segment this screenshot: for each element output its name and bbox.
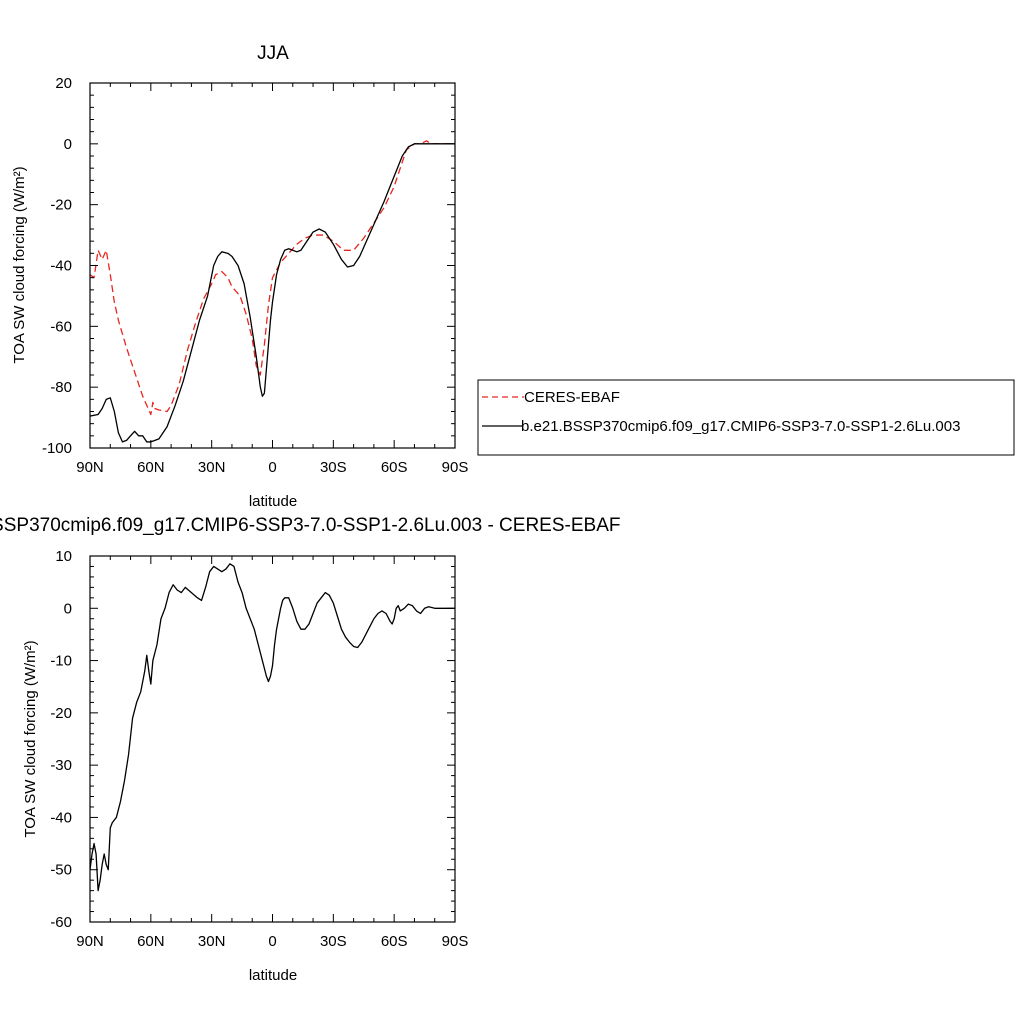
bottom-y-axis: 10 0 -10 -20 -30 -40 -50 -60	[50, 548, 455, 931]
x-tick-label: 0	[268, 459, 276, 476]
y-tick-label: 0	[64, 600, 72, 617]
top-panel: JJA 90N 60N 30N 0 30S 60S 90S 20 0 -20 -40 -60 -80 -…	[11, 43, 1015, 510]
x-tick-label: 30N	[198, 933, 226, 950]
x-tick-label: 90S	[442, 459, 469, 476]
legend: CERES-EBAF b.e21.BSSP370cmip6.f09_g17.CM…	[477, 379, 1015, 456]
y-tick-label: -40	[50, 258, 72, 275]
x-tick-label: 60N	[137, 459, 165, 476]
y-tick-label: -60	[50, 914, 72, 931]
y-tick-label: -40	[50, 809, 72, 826]
top-y-axis: 20 0 -20 -40 -60 -80 -100	[42, 75, 455, 457]
x-tick-label: 30S	[320, 459, 347, 476]
bottom-plot-area	[90, 563, 455, 892]
x-tick-label: 60N	[137, 933, 165, 950]
top-plot-frame	[89, 82, 456, 449]
x-tick-label: 60S	[381, 459, 408, 476]
bottom-x-axis-label: latitude	[249, 967, 297, 984]
bottom-panel-title: b.e21.BSSP370cmip6.f09_g17.CMIP6-SSP3-7.…	[0, 515, 620, 536]
x-tick-label: 90N	[76, 459, 104, 476]
x-tick-label: 90S	[442, 933, 469, 950]
y-tick-label: -80	[50, 379, 72, 396]
bottom-x-axis: 90N 60N 30N 0 30S 60S 90S	[76, 556, 468, 950]
x-tick-label: 0	[268, 933, 276, 950]
legend-label-ceres: CERES-EBAF	[524, 389, 620, 406]
y-tick-label: -100	[42, 440, 72, 457]
x-tick-label: 90N	[76, 933, 104, 950]
y-tick-label: 0	[64, 136, 72, 153]
bottom-panel: b.e21.BSSP370cmip6.f09_g17.CMIP6-SSP3-7.…	[0, 515, 620, 984]
top-x-axis-label: latitude	[249, 493, 297, 510]
top-plot-area	[90, 140, 455, 443]
series-line-difference	[90, 563, 455, 892]
x-tick-label: 60S	[381, 933, 408, 950]
x-tick-label: 30N	[198, 459, 226, 476]
top-y-axis-label: TOA SW cloud forcing (W/m²)	[11, 166, 28, 363]
y-tick-label: 10	[55, 548, 72, 565]
y-tick-label: -60	[50, 318, 72, 335]
legend-label-model: b.e21.BSSP370cmip6.f09_g17.CMIP6-SSP3-7.…	[521, 418, 960, 435]
y-tick-label: -30	[50, 757, 72, 774]
y-tick-label: 20	[55, 75, 72, 92]
top-panel-title: JJA	[257, 43, 289, 64]
legend-box	[477, 379, 1015, 456]
bottom-y-axis-label: TOA SW cloud forcing (W/m²)	[22, 640, 39, 837]
top-x-axis: 90N 60N 30N 0 30S 60S 90S	[76, 83, 468, 476]
y-tick-label: -20	[50, 197, 72, 214]
series-line-b	[90, 143, 455, 443]
y-tick-label: -50	[50, 862, 72, 879]
y-tick-label: -20	[50, 705, 72, 722]
series-line-ceres-ebaf	[90, 140, 455, 416]
x-tick-label: 30S	[320, 933, 347, 950]
y-tick-label: -10	[50, 653, 72, 670]
